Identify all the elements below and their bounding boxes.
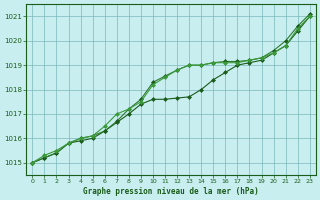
X-axis label: Graphe pression niveau de la mer (hPa): Graphe pression niveau de la mer (hPa) <box>83 187 259 196</box>
